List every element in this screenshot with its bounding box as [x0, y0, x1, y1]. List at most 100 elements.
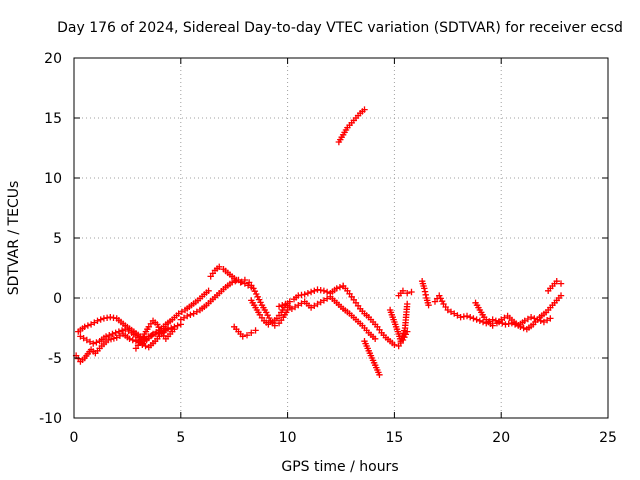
- data-point: [115, 328, 123, 335]
- data-point: [257, 299, 264, 306]
- data-point: [404, 290, 411, 297]
- data-point: [408, 288, 415, 296]
- data-point: [239, 333, 246, 340]
- data-point: [557, 280, 565, 287]
- data-point: [250, 285, 257, 292]
- data-point: [421, 288, 429, 295]
- data-point: [320, 287, 328, 294]
- grid: [74, 58, 608, 418]
- data-point: [463, 312, 471, 320]
- data-point: [527, 314, 535, 321]
- x-axis-label: GPS time / hours: [281, 459, 398, 475]
- data-point: [298, 300, 305, 307]
- data-point: [190, 310, 197, 317]
- data-point: [237, 279, 244, 286]
- data-point: [470, 315, 477, 322]
- data-point: [499, 320, 506, 327]
- data-point: [314, 300, 321, 308]
- series-arc-6: [207, 263, 291, 329]
- data-point: [149, 330, 157, 338]
- data-point: [291, 303, 299, 311]
- data-point: [228, 279, 236, 286]
- data-point: [336, 284, 344, 291]
- data-point: [323, 295, 331, 302]
- data-point: [265, 314, 273, 322]
- data-point: [444, 306, 451, 314]
- data-point: [425, 302, 432, 309]
- data-point: [122, 326, 129, 333]
- data-point: [438, 298, 446, 305]
- data-point: [404, 328, 411, 335]
- data-point: [107, 336, 115, 343]
- data-point: [129, 336, 136, 344]
- data-point: [110, 335, 118, 342]
- series-arc-13: [386, 300, 411, 345]
- data-point: [275, 303, 283, 310]
- y-tick-label: 0: [53, 291, 62, 307]
- y-tick-label: 5: [53, 231, 62, 247]
- series-arc-14: [395, 287, 415, 299]
- x-tick-label: 10: [279, 430, 297, 446]
- data-point: [537, 317, 544, 324]
- data-point: [83, 336, 91, 344]
- data-point: [422, 291, 429, 298]
- data-point: [476, 317, 484, 324]
- data-point: [155, 324, 162, 331]
- data-point: [520, 324, 527, 332]
- y-tick-label: 15: [44, 111, 62, 127]
- data-point: [109, 330, 116, 338]
- data-point: [517, 323, 524, 330]
- y-tick-label: -5: [48, 351, 62, 367]
- y-tick-label: 20: [44, 51, 62, 67]
- data-point: [216, 263, 223, 270]
- data-point: [180, 314, 188, 321]
- data-point: [311, 287, 318, 294]
- x-tick-label: 25: [599, 430, 617, 446]
- y-axis-label: SDTVAR / TECUs: [6, 181, 22, 296]
- data-point: [251, 288, 259, 295]
- data-point: [253, 290, 260, 298]
- chart-title: Day 176 of 2024, Sidereal Day-to-day VTE…: [57, 20, 623, 36]
- series-arc-15: [418, 278, 432, 309]
- data-point: [323, 288, 331, 296]
- data-point: [304, 290, 312, 297]
- data-point: [154, 321, 161, 328]
- data-point: [233, 276, 240, 284]
- x-tick-label: 0: [70, 430, 79, 446]
- data-point: [543, 317, 551, 324]
- data-point: [295, 302, 302, 309]
- data-point: [86, 338, 94, 345]
- data-point: [193, 308, 201, 315]
- data-point: [187, 311, 194, 318]
- data-point: [436, 292, 443, 299]
- data-point: [80, 335, 87, 342]
- data-point: [97, 316, 104, 323]
- data-point: [254, 293, 261, 300]
- data-point: [104, 336, 112, 344]
- data-point: [148, 332, 156, 339]
- data-point: [467, 314, 474, 321]
- x-tick-label: 5: [176, 430, 185, 446]
- data-point: [271, 322, 278, 329]
- data-point: [137, 339, 144, 346]
- data-point: [171, 326, 178, 333]
- data-point: [361, 106, 368, 113]
- data-point: [118, 327, 126, 334]
- data-point: [279, 302, 286, 309]
- data-point: [93, 339, 100, 346]
- data-point: [232, 278, 239, 285]
- data-point: [301, 291, 308, 298]
- data-point: [243, 332, 251, 339]
- data-point: [87, 321, 95, 328]
- y-tick-label: -10: [39, 411, 62, 427]
- data-point: [178, 308, 186, 315]
- data-point: [264, 312, 271, 319]
- data-point: [125, 327, 132, 335]
- data-point: [90, 340, 97, 347]
- data-point: [553, 278, 560, 285]
- data-point: [317, 299, 324, 306]
- data-point: [116, 332, 124, 339]
- series-arc-7: [231, 323, 259, 340]
- data-point: [286, 298, 293, 305]
